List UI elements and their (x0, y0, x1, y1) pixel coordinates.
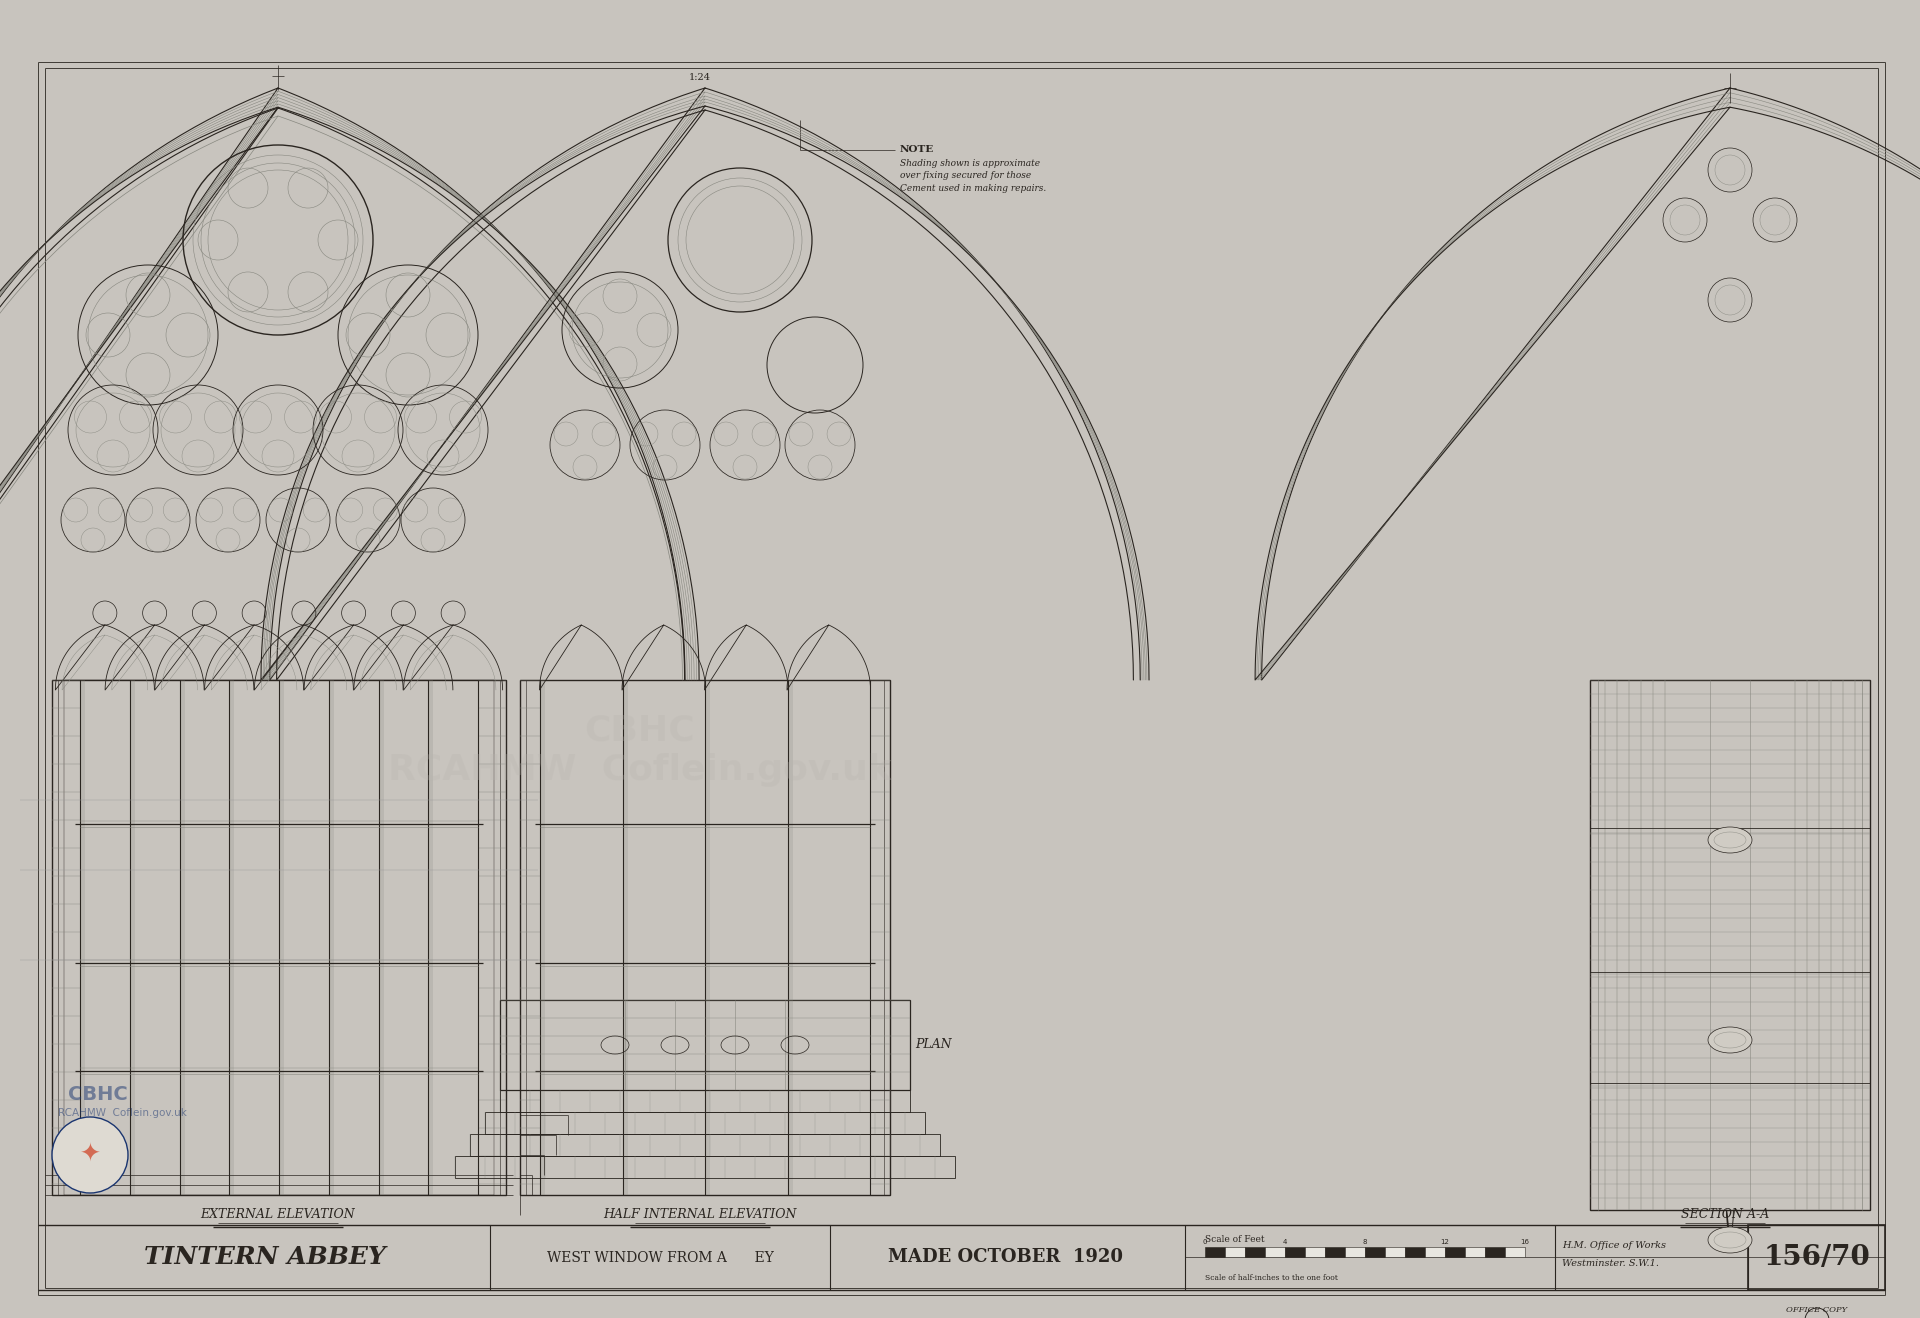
Bar (1384, 1247, 1405, 1257)
Bar (1465, 1247, 1484, 1257)
Text: Scale of half-inches to the one foot: Scale of half-inches to the one foot (1206, 1275, 1338, 1282)
Bar (1225, 1247, 1244, 1257)
Text: EXTERNAL ELEVATION: EXTERNAL ELEVATION (200, 1209, 355, 1222)
Text: Scale of Feet: Scale of Feet (1206, 1235, 1265, 1243)
Bar (1284, 1247, 1306, 1257)
Text: H.M. Office of Works: H.M. Office of Works (1563, 1240, 1667, 1249)
Bar (1325, 1247, 1346, 1257)
Text: MADE OCTOBER  1920: MADE OCTOBER 1920 (887, 1248, 1123, 1267)
Text: Shading shown is approximate
over fixing secured for those
Cement used in making: Shading shown is approximate over fixing… (900, 159, 1046, 192)
Text: CBHC
RCAHMW  Coflein.gov.uk: CBHC RCAHMW Coflein.gov.uk (388, 713, 893, 787)
Bar (499, 1090, 910, 1112)
Text: WEST WINDOW FROM A  EY: WEST WINDOW FROM A EY (547, 1251, 774, 1264)
Bar (1244, 1247, 1265, 1257)
Bar (1265, 1247, 1284, 1257)
Bar (486, 1112, 925, 1133)
Bar (470, 1133, 941, 1156)
Bar (455, 1156, 954, 1178)
Text: 12: 12 (1440, 1239, 1450, 1246)
Bar (63, 680, 493, 1195)
Text: 1:24: 1:24 (689, 74, 710, 83)
Circle shape (52, 1116, 129, 1193)
Text: OFFICE COPY: OFFICE COPY (1786, 1306, 1847, 1314)
Bar (1306, 1247, 1325, 1257)
Text: CBHC: CBHC (67, 1085, 129, 1104)
Text: Westminster. S.W.1.: Westminster. S.W.1. (1563, 1259, 1659, 1268)
Bar (52, 680, 507, 1195)
Bar (1346, 1247, 1365, 1257)
Text: 4: 4 (1283, 1239, 1286, 1246)
Bar (58, 680, 499, 1195)
Text: RCAHMW  Coflein.gov.uk: RCAHMW Coflein.gov.uk (58, 1108, 186, 1118)
Text: ✦: ✦ (79, 1143, 100, 1166)
Text: 156/70: 156/70 (1764, 1244, 1870, 1271)
Text: 0: 0 (1202, 1239, 1208, 1246)
Bar (520, 680, 891, 1195)
Bar (1365, 1247, 1384, 1257)
Text: 16: 16 (1521, 1239, 1530, 1246)
Bar (1206, 1247, 1225, 1257)
Bar (1484, 1247, 1505, 1257)
Text: TINTERN ABBEY: TINTERN ABBEY (144, 1246, 386, 1269)
Bar (1405, 1247, 1425, 1257)
Bar (1446, 1247, 1465, 1257)
Ellipse shape (1709, 826, 1751, 853)
Ellipse shape (1709, 1227, 1751, 1253)
Bar (1425, 1247, 1446, 1257)
Text: SECTION A-A: SECTION A-A (1680, 1209, 1768, 1222)
Bar (526, 680, 883, 1195)
Bar (1590, 680, 1870, 1210)
Ellipse shape (1709, 1027, 1751, 1053)
Bar (1505, 1247, 1524, 1257)
Text: NOTE: NOTE (900, 145, 935, 154)
Text: PLAN: PLAN (916, 1039, 952, 1052)
Bar (499, 1000, 910, 1090)
Bar (1747, 1224, 1885, 1290)
Text: HALF INTERNAL ELEVATION: HALF INTERNAL ELEVATION (603, 1209, 797, 1222)
Text: 8: 8 (1363, 1239, 1367, 1246)
